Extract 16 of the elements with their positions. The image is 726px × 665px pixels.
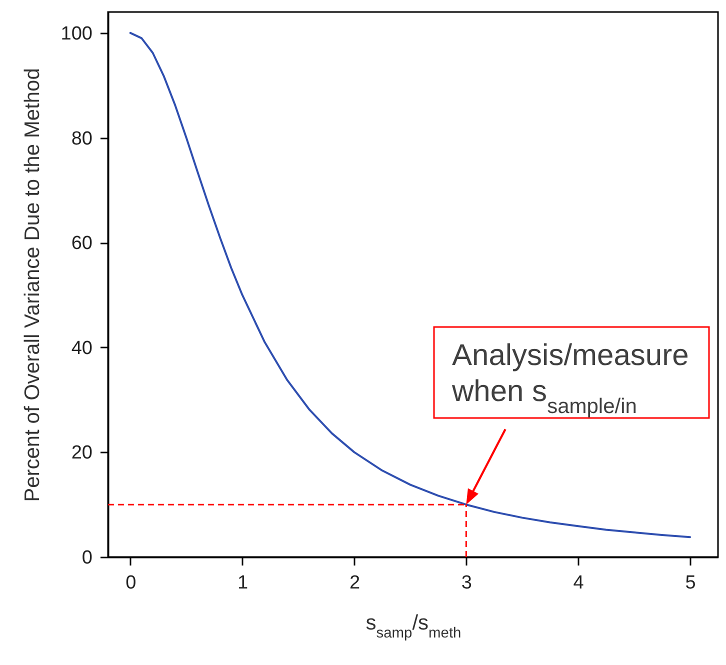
line-series bbox=[129, 32, 692, 538]
x-tick-label: 2 bbox=[349, 572, 360, 594]
x-tick-label: 3 bbox=[461, 572, 472, 594]
y-tick-label: 100 bbox=[60, 23, 92, 44]
y-tick-label: 0 bbox=[82, 548, 92, 568]
x-axis-title: s$_{samp}$/s$_{meth}$ bbox=[366, 612, 462, 642]
y-tick-label: 80 bbox=[71, 128, 92, 150]
y-tick-label: 40 bbox=[71, 338, 92, 359]
y-tick-label: 20 bbox=[71, 442, 92, 464]
annotation: Analysis/measure when s$_{sample/in}$ bbox=[451, 339, 689, 418]
x-tick-label: 0 bbox=[126, 572, 136, 594]
y-axis-title: Percent of Overall Variance Due to the Method bbox=[20, 68, 44, 502]
x-tick-label: 4 bbox=[573, 572, 584, 594]
x-tick-label: 1 bbox=[238, 572, 248, 594]
y-tick-label: 60 bbox=[71, 233, 92, 254]
x-tick-label: 5 bbox=[685, 572, 696, 594]
